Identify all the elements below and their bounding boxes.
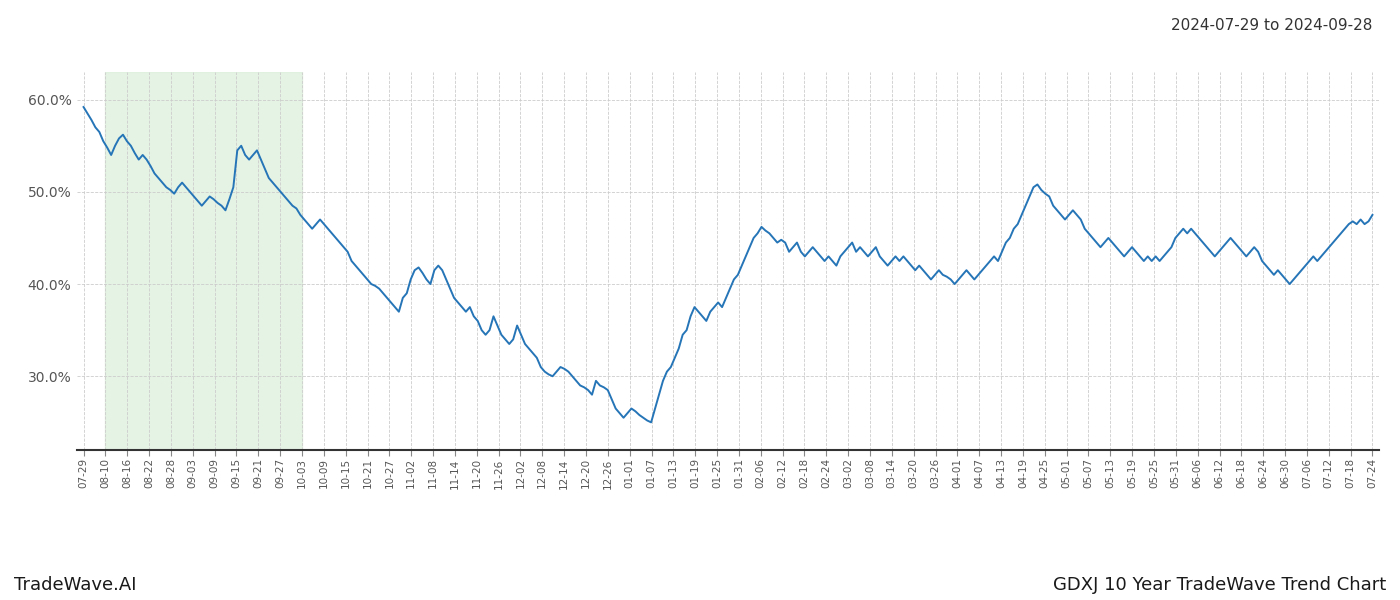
- Bar: [105, 72, 302, 450]
- Text: TradeWave.AI: TradeWave.AI: [14, 576, 137, 594]
- Text: 2024-07-29 to 2024-09-28: 2024-07-29 to 2024-09-28: [1170, 18, 1372, 33]
- Text: GDXJ 10 Year TradeWave Trend Chart: GDXJ 10 Year TradeWave Trend Chart: [1053, 576, 1386, 594]
